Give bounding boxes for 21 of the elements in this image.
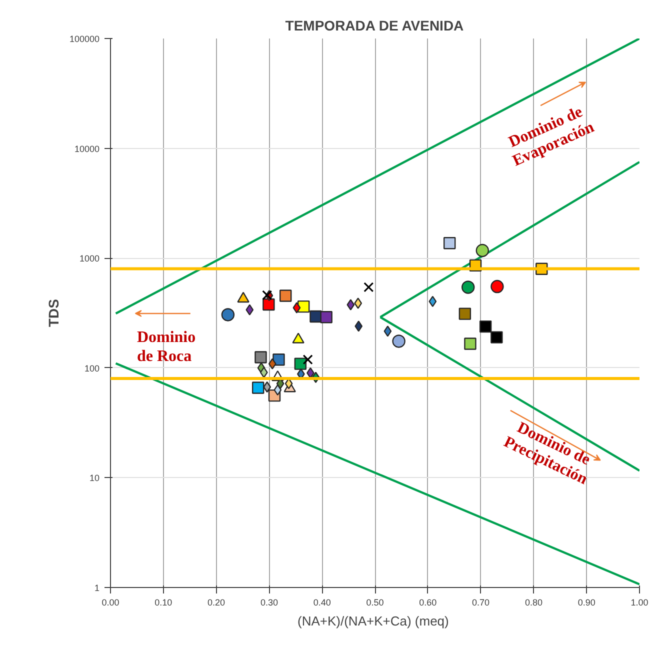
chart-title: TEMPORADA DE AVENIDA (285, 18, 464, 34)
x-tick-label: 0.30 (260, 598, 278, 608)
y-tick-label: 100000 (69, 34, 100, 44)
x-tick-label: 0.60 (419, 598, 437, 608)
y-tick-label: 1000 (79, 254, 100, 264)
x-tick-label: 0.00 (102, 598, 120, 608)
x-tick-label: 0.90 (578, 598, 596, 608)
x-axis-title: (NA+K)/(NA+K+Ca) (meq) (298, 614, 449, 628)
y-axis-title: TDS (45, 299, 62, 327)
y-tick-label: 10000 (74, 144, 100, 154)
y-tick-label: 10 (89, 473, 100, 484)
x-tick-label: 0.80 (524, 598, 542, 608)
x-tick-label: 0.10 (154, 598, 172, 608)
y-tick-label: 1 (94, 583, 100, 593)
x-tick-label: 0.50 (366, 598, 384, 608)
x-tick-label: 0.70 (472, 598, 490, 608)
x-tick-label: 1.00 (630, 598, 648, 608)
y-tick-label: 100 (84, 363, 100, 374)
annotation: Dominio de Roca (136, 329, 196, 365)
x-tick-label: 0.40 (313, 598, 331, 608)
x-tick-label: 0.20 (208, 598, 226, 608)
